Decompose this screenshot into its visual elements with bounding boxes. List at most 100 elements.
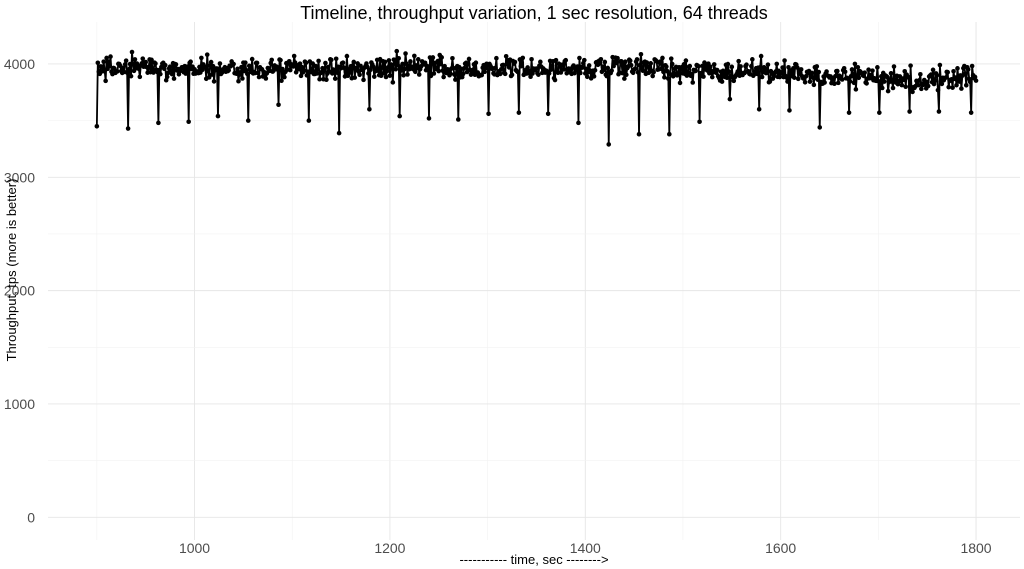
data-point bbox=[357, 72, 362, 78]
data-point bbox=[662, 75, 667, 80]
data-point bbox=[729, 64, 735, 70]
data-point bbox=[385, 65, 391, 70]
data-point bbox=[924, 79, 930, 85]
data-point bbox=[816, 69, 822, 75]
data-point bbox=[439, 55, 444, 60]
data-point bbox=[231, 61, 236, 67]
data-point bbox=[575, 64, 580, 69]
data-point bbox=[614, 60, 619, 66]
data-point bbox=[309, 67, 315, 72]
data-point bbox=[943, 75, 949, 80]
data-point bbox=[711, 62, 717, 67]
data-point bbox=[696, 64, 701, 69]
data-point bbox=[925, 83, 931, 89]
data-point bbox=[866, 67, 871, 72]
data-point bbox=[130, 62, 136, 67]
data-point bbox=[928, 72, 934, 77]
data-point bbox=[430, 55, 436, 60]
data-point bbox=[245, 118, 251, 123]
data-point bbox=[389, 62, 395, 68]
data-point bbox=[171, 76, 177, 81]
data-point bbox=[919, 86, 924, 92]
data-point bbox=[368, 67, 373, 73]
data-point bbox=[293, 69, 299, 75]
data-point bbox=[836, 80, 841, 86]
data-point bbox=[731, 78, 737, 84]
data-point bbox=[601, 67, 607, 73]
data-point bbox=[235, 66, 240, 72]
data-point bbox=[168, 68, 174, 73]
data-point bbox=[665, 68, 670, 74]
data-point bbox=[668, 56, 674, 61]
data-point bbox=[126, 66, 132, 72]
data-point bbox=[842, 69, 848, 75]
data-point bbox=[516, 110, 522, 115]
data-point bbox=[968, 110, 974, 115]
data-point bbox=[545, 111, 551, 117]
data-point bbox=[529, 57, 534, 62]
data-point bbox=[965, 67, 971, 72]
data-point bbox=[890, 85, 896, 91]
data-point bbox=[937, 62, 943, 68]
data-point bbox=[702, 60, 707, 65]
data-point bbox=[693, 68, 698, 74]
data-point bbox=[453, 77, 458, 82]
data-point bbox=[648, 61, 654, 66]
data-point bbox=[314, 71, 319, 76]
data-point bbox=[750, 57, 755, 62]
data-point bbox=[785, 79, 790, 84]
data-point bbox=[158, 71, 163, 77]
data-point bbox=[156, 120, 161, 126]
data-point bbox=[123, 58, 129, 63]
data-point bbox=[878, 74, 884, 79]
data-point bbox=[365, 64, 370, 70]
data-point bbox=[811, 82, 817, 88]
data-point bbox=[466, 56, 472, 62]
data-point bbox=[204, 52, 210, 57]
data-point bbox=[862, 70, 867, 75]
data-point bbox=[441, 74, 446, 80]
data-point bbox=[605, 65, 611, 71]
data-point bbox=[677, 80, 683, 86]
data-point bbox=[967, 79, 973, 85]
data-point bbox=[108, 54, 113, 59]
data-point bbox=[683, 58, 689, 63]
data-point bbox=[757, 65, 763, 70]
data-point bbox=[724, 75, 730, 81]
data-point bbox=[558, 70, 564, 75]
data-point bbox=[832, 81, 837, 87]
data-point bbox=[161, 66, 167, 72]
data-point bbox=[186, 119, 191, 125]
data-point bbox=[140, 56, 146, 61]
data-point bbox=[833, 73, 838, 79]
data-point bbox=[153, 61, 158, 66]
data-point bbox=[849, 67, 855, 72]
data-point bbox=[660, 55, 665, 61]
data-point bbox=[426, 116, 432, 121]
data-point bbox=[502, 71, 508, 77]
data-point bbox=[814, 64, 820, 69]
data-point bbox=[104, 55, 109, 61]
data-point bbox=[885, 88, 891, 94]
data-point bbox=[951, 69, 956, 74]
data-point bbox=[622, 76, 627, 81]
data-point bbox=[341, 65, 347, 71]
data-point bbox=[604, 73, 610, 79]
data-point bbox=[431, 71, 437, 76]
data-point bbox=[689, 71, 695, 77]
data-point bbox=[578, 70, 583, 76]
data-point bbox=[243, 60, 248, 65]
chart-title: Timeline, throughput variation, 1 sec re… bbox=[300, 3, 768, 23]
data-point bbox=[188, 59, 193, 65]
data-point bbox=[650, 73, 655, 79]
data-point bbox=[749, 63, 754, 69]
data-point bbox=[846, 110, 852, 115]
data-point bbox=[280, 66, 285, 72]
data-point bbox=[244, 67, 249, 73]
data-point bbox=[208, 59, 214, 65]
x-axis-ticks: 1000 1200 1400 1600 1800 bbox=[179, 540, 992, 556]
x-axis-title: ----------- time, sec --------> bbox=[459, 552, 608, 567]
data-point bbox=[782, 58, 787, 63]
data-point bbox=[598, 56, 604, 62]
